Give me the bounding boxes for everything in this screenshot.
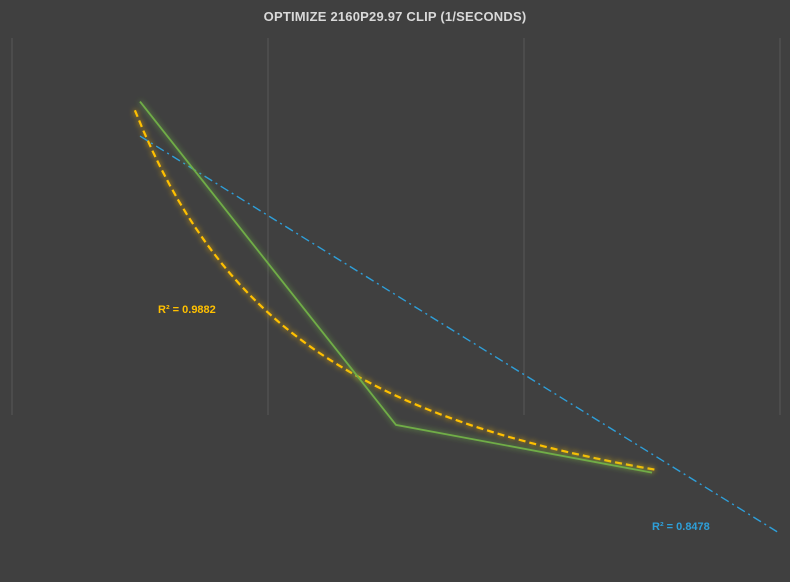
power-trendline-r2-label: R² = 0.9882	[158, 304, 216, 316]
linear-trendline	[139, 135, 781, 535]
data-series-line-0	[139, 101, 653, 474]
linear-trendline-r2-label: R² = 0.8478	[652, 521, 710, 533]
series-layer	[139, 101, 653, 474]
trendlines	[133, 109, 781, 535]
power-trendline	[133, 109, 658, 472]
chart-title: OPTIMIZE 2160P29.97 CLIP (1/SECONDS)	[263, 9, 527, 24]
gridlines	[11, 38, 781, 415]
